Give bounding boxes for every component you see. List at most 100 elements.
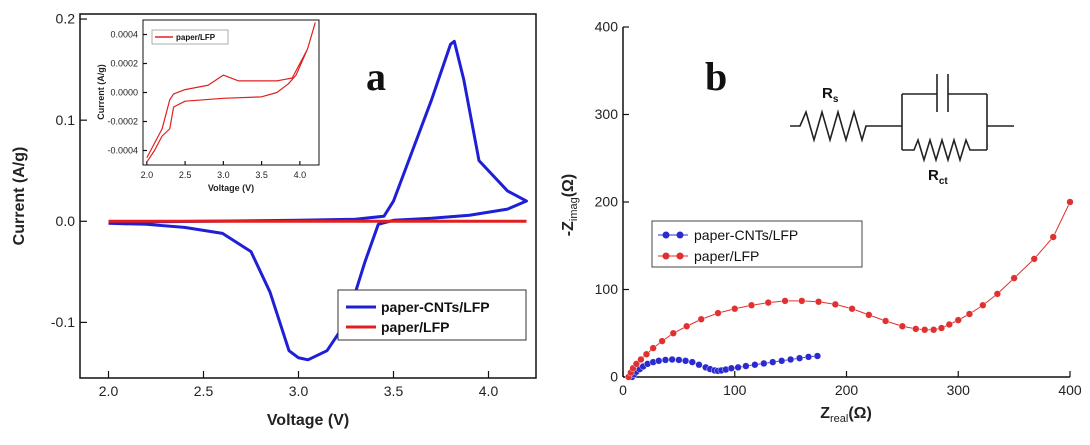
inset-legend-box [151,29,229,45]
panel-b-series [624,198,1074,381]
panel-b-ylabel: -Zimag(Ω) [560,174,580,236]
panel-b-point-s0-12 [688,358,696,366]
inset-legend-label: paper/LFP [176,33,216,42]
panel-b-point-s1-26 [937,324,946,332]
panel-b-point-s1-31 [993,290,1001,298]
panel-b-xlabel-sub: real [830,413,848,425]
inset-background [95,16,325,198]
panel-b-ytick-label-0: 0 [610,369,618,385]
panel-a-series-line-0 [108,39,528,362]
panel-b-point-s1-12 [731,305,739,313]
circuit-rct-sub: ct [939,176,949,187]
inset-ylabel: Current (A/g) [96,64,106,120]
panel-b-point-s0-25 [769,358,777,366]
panel-b-point-s1-17 [814,298,823,306]
panel-b-point-s1-16 [798,297,806,305]
panel-b-point-s1-28 [954,316,962,324]
panel-b-point-s1-25 [930,326,938,334]
panel-b-point-s0-27 [787,355,795,364]
panel-b-ticks: 0 100 200 300 400 0 100 200 300 400 [595,19,1082,398]
panel-b-point-s1-27 [945,320,953,329]
panel-b-ytick-label-1: 100 [595,281,619,297]
panel-a-legend-box [337,289,527,341]
inset-xtick-label-4: 4.0 [294,170,307,180]
panel-b-point-s1-30 [979,301,987,309]
circuit-rs-label: Rs [822,85,839,105]
panel-b-point-s1-20 [865,311,873,319]
circuit-rs-sub: s [833,94,839,105]
panel-b-xtick-label-0: 0 [619,382,627,398]
panel-b-point-s1-13 [747,301,756,309]
panel-b-point-s0-9 [668,355,676,364]
panel-b-point-s1-29 [965,310,974,318]
panel-b-point-s0-24 [760,359,768,368]
panel-a-xlabel: Voltage (V) [267,412,349,429]
panel-b-ylabel-pre: -Z [560,221,577,236]
circuit-rs-resistor [790,109,902,143]
panel-b-point-s0-26 [778,357,786,365]
panel-b-point-s0-30 [813,352,822,360]
panel-a-xtick-label-2: 3.0 [289,383,309,399]
circuit-rct-label: Rct [928,167,948,187]
legend-label-b-lfp: paper/LFP [694,248,759,264]
panel-a-ytick-label-1: 0.0 [56,213,76,229]
panel-a-legend: paper-CNTs/LFP paper/LFP [337,289,527,341]
inset-xtick-label-0: 2.0 [141,170,154,180]
panel-b-ytick-label-3: 300 [595,106,619,122]
panel-b-xlabel: Zreal(Ω) [820,405,872,425]
panel-b-point-s1-5 [642,350,651,358]
panel-a-letter: a [366,54,386,99]
panel-b-point-s1-33 [1030,255,1038,263]
inset-ytick-label-3: 0.0002 [110,59,138,69]
inset-ytick-label-1: -0.0002 [107,117,138,127]
panel-b-point-s1-22 [898,322,906,330]
panel-b-point-s1-21 [882,317,890,325]
panel-b-point-s1-8 [669,329,677,337]
panel-a-xtick-label-0: 2.0 [99,383,119,399]
equivalent-circuit [790,74,1014,163]
inset-ytick-label-2: 0.0000 [110,88,138,98]
panel-b-point-s0-23 [751,361,759,369]
panel-b-point-s1-11 [714,309,722,317]
panel-b-point-s1-9 [683,322,691,330]
panel-b-point-s1-24 [921,326,929,334]
panel-b-point-s1-18 [831,300,839,308]
legend-marker-b-cnts [662,231,670,239]
inset-xtick-label-3: 3.5 [255,170,268,180]
legend-marker-b-cnts-2 [676,231,684,239]
panel-b-xtick-label-2: 200 [835,382,859,398]
panel-a-xtick-label-3: 3.5 [384,383,404,399]
panel-a-ylabel: Current (A/g) [11,147,28,246]
panel-b-point-s1-4 [637,355,645,364]
inset-series-line-0 [146,22,316,163]
circuit-rs-main: R [822,85,833,102]
inset-xtick-label-2: 3.0 [217,170,230,180]
panel-b-point-s0-20 [727,364,735,372]
inset-ytick-label-4: 0.0004 [110,30,138,40]
panel-b-point-s1-7 [658,337,666,345]
panel-b-ylabel-unit: (Ω) [560,174,577,197]
panel-b-xlabel-main: Z [820,405,830,422]
panel-b-point-s0-8 [661,356,670,364]
panel-b-xtick-label-4: 400 [1058,382,1082,398]
panel-b-xlabel-unit: (Ω) [848,405,871,422]
panel-b-legend-box [651,220,863,268]
panel-a-xtick-label-4: 4.0 [479,383,499,399]
panel-b-ytick-label-2: 200 [595,194,619,210]
panel-b-point-s1-34 [1049,233,1057,241]
panel-b-point-s0-29 [804,353,813,361]
panel-b-point-s0-13 [695,361,703,369]
panel-b-point-s1-32 [1010,274,1018,282]
panel-b-point-s1-6 [649,344,657,352]
legend-label-paper-lfp: paper/LFP [381,319,449,335]
panel-a-series [108,39,528,362]
panel-b-point-s0-7 [655,357,663,365]
panel-b-ytick-label-4: 400 [595,19,619,35]
panel-a-ytick-label-2: 0.1 [56,112,76,128]
panel-b-point-s0-10 [675,356,683,364]
legend-label-b-cnts: paper-CNTs/LFP [694,227,798,243]
panel-b-ylabel-sub: imag [568,197,580,221]
legend-marker-b-lfp-2 [676,252,684,260]
inset-xtick-label-1: 2.5 [179,170,192,180]
